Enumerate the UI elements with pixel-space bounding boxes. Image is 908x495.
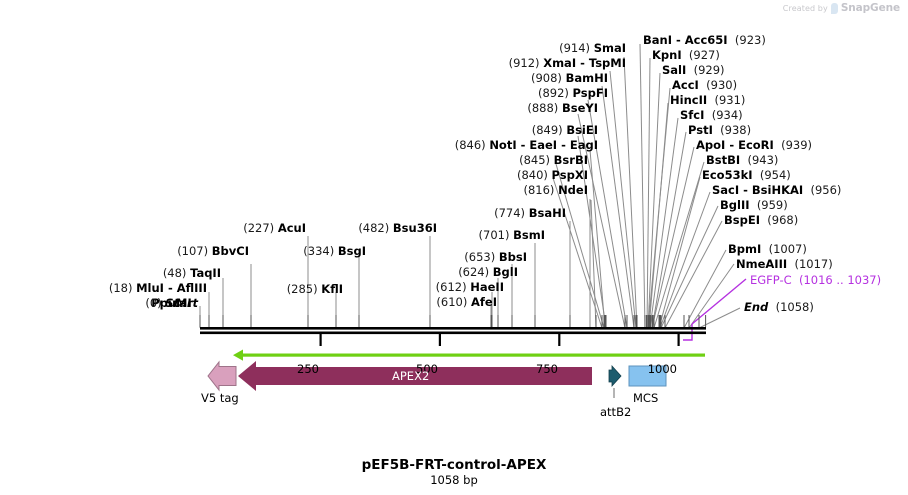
watermark-created-label: Created by bbox=[782, 3, 828, 13]
site-label-pspxi[interactable]: (840) PspXI bbox=[516, 168, 588, 182]
site-label-kfli-ppumi[interactable]: (285) KflI PpuMI bbox=[151, 282, 343, 310]
site-label-bstbi[interactable]: BstBI (943) bbox=[706, 153, 779, 167]
site-label-bsgi[interactable]: (334) BsgI bbox=[303, 244, 366, 258]
site-label-bsrbi[interactable]: (845) BsrBI bbox=[519, 153, 588, 167]
site-label-noti-eaei-eagi[interactable]: (846) NotI - EaeI - EagI bbox=[454, 138, 598, 152]
site-label-psti[interactable]: PstI (938) bbox=[688, 123, 752, 137]
site-label-bbvci[interactable]: (107) BbvCI bbox=[177, 244, 249, 258]
site-label-bamhi[interactable]: (908) BamHI bbox=[530, 71, 608, 85]
ruler-label-1000: 1000 bbox=[647, 362, 677, 376]
site-label-bbsi[interactable]: (653) BbsI bbox=[464, 250, 527, 264]
snapgene-logo-icon bbox=[830, 2, 838, 14]
feature-label-apex2: APEX2 bbox=[392, 369, 430, 383]
ruler-label-250: 250 bbox=[297, 362, 319, 376]
site-label-xmai-tspmi[interactable]: (912) XmaI - TspMI bbox=[508, 56, 626, 70]
site-label-start[interactable]: (0) Start bbox=[145, 296, 198, 310]
site-label-eco53ki[interactable]: Eco53kI (954) bbox=[702, 168, 791, 182]
site-label-kpni[interactable]: KpnI (927) bbox=[652, 48, 720, 62]
site-label-saci-bsihkai[interactable]: SacI - BsiHKAI (956) bbox=[712, 183, 842, 197]
site-label-bseyi[interactable]: (888) BseYI bbox=[527, 101, 598, 115]
site-label-nmeaiii[interactable]: NmeAIII (1017) bbox=[736, 257, 833, 271]
site-label-bsiei[interactable]: (849) BsiEI bbox=[531, 123, 598, 137]
site-label-bglii[interactable]: BglII (959) bbox=[720, 198, 788, 212]
snapgene-watermark: Created by SnapGene bbox=[783, 2, 900, 14]
feature-label-mcs: MCS bbox=[633, 391, 659, 405]
ruler-ticks bbox=[319, 334, 680, 346]
feature-label-attb2: attB2 bbox=[600, 405, 632, 419]
site-label-mlui-aflii[interactable]: (18) MluI - AflIII bbox=[108, 281, 207, 295]
orf-arrow-line bbox=[233, 349, 705, 361]
site-tick-marks bbox=[199, 315, 707, 327]
feature-label-egfp-c[interactable]: EGFP-C (1016 .. 1037) bbox=[750, 273, 882, 287]
site-label-bsu36i[interactable]: (482) Bsu36I bbox=[358, 221, 437, 235]
site-label-pspfi[interactable]: (892) PspFI bbox=[537, 86, 608, 100]
site-label-bpmi[interactable]: BpmI (1007) bbox=[728, 242, 807, 256]
site-label-bsahi[interactable]: (774) BsaHI bbox=[494, 206, 566, 220]
feature-label-v5-tag: V5 tag bbox=[201, 391, 239, 405]
site-label-ndei[interactable]: (816) NdeI bbox=[523, 183, 588, 197]
egfp-c-leader bbox=[683, 278, 747, 341]
site-label-acci[interactable]: AccI (930) bbox=[672, 78, 738, 92]
feature-v5-tag bbox=[207, 360, 237, 392]
site-label-bani-acc65i[interactable]: BanI - Acc65I (923) bbox=[643, 33, 766, 47]
site-label-afei[interactable]: (610) AfeI bbox=[436, 295, 497, 309]
site-label-smai[interactable]: (914) SmaI bbox=[559, 41, 626, 55]
watermark-brand-label: SnapGene bbox=[840, 2, 900, 14]
feature-attb2 bbox=[608, 364, 622, 398]
site-label-haeii[interactable]: (612) HaeII bbox=[435, 280, 504, 294]
ruler-label-500: 500 bbox=[416, 362, 438, 376]
site-label-sali[interactable]: SalI (929) bbox=[662, 63, 725, 77]
site-label-apoi-ecori[interactable]: ApoI - EcoRI (939) bbox=[696, 138, 813, 152]
site-label-bspei[interactable]: BspEI (968) bbox=[724, 213, 799, 227]
ruler-label-750: 750 bbox=[536, 362, 558, 376]
site-label-end[interactable]: End (1058) bbox=[744, 300, 814, 314]
site-label-bsmi[interactable]: (701) BsmI bbox=[478, 228, 545, 242]
plasmid-title: pEF5B-FRT-control-APEX bbox=[361, 457, 547, 473]
plasmid-length: 1058 bp bbox=[430, 473, 478, 487]
site-label-sfci[interactable]: SfcI (934) bbox=[680, 108, 743, 122]
site-label-acui[interactable]: (227) AcuI bbox=[243, 221, 306, 235]
sequence-backbone bbox=[200, 327, 706, 335]
site-label-taqii[interactable]: (48) TaqII bbox=[162, 266, 221, 280]
site-label-hincii[interactable]: HincII (931) bbox=[670, 93, 746, 107]
site-label-bgli[interactable]: (624) BglI bbox=[458, 265, 518, 279]
